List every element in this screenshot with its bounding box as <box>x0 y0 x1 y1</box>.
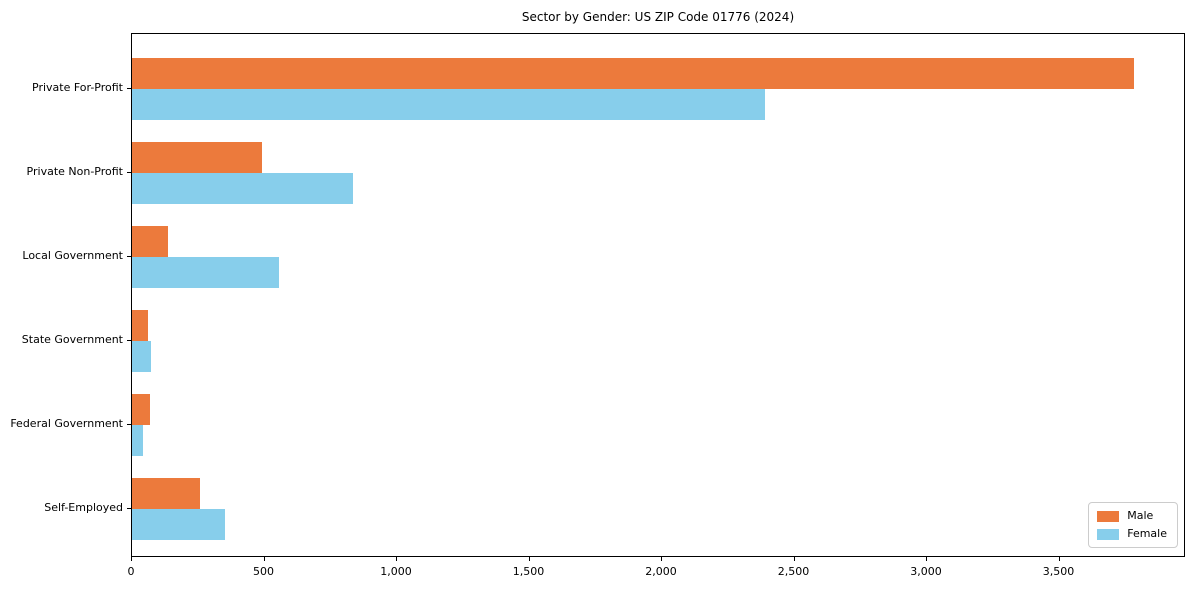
y-tick-label-private-for-profit: Private For-Profit <box>32 81 123 94</box>
y-tick-label-federal-government: Federal Government <box>10 417 123 430</box>
y-tick-mark <box>127 256 131 257</box>
legend-item-female: Female <box>1097 528 1167 540</box>
x-tick-mark <box>926 557 927 561</box>
bar-male-state-government <box>132 310 149 341</box>
bar-male-federal-government <box>132 394 150 425</box>
bar-male-private-non-profit <box>132 142 262 173</box>
y-tick-label-state-government: State Government <box>21 333 123 346</box>
x-tick-label-3-500: 3,500 <box>1042 565 1075 578</box>
x-tick-label-2-000: 2,000 <box>645 565 677 578</box>
plot-area: Male Female <box>131 33 1185 557</box>
y-tick-label-local-government: Local Government <box>22 249 123 262</box>
bar-male-private-for-profit <box>132 58 1134 89</box>
bar-female-private-non-profit <box>132 173 354 204</box>
x-tick-label-500: 500 <box>253 565 274 578</box>
legend: Male Female <box>1088 502 1178 548</box>
chart-title: Sector by Gender: US ZIP Code 01776 (202… <box>521 10 795 24</box>
y-tick-mark <box>127 508 131 509</box>
x-tick-mark <box>528 557 530 561</box>
legend-label-female: Female <box>1127 527 1167 540</box>
x-tick-mark <box>131 557 132 561</box>
y-tick-mark <box>127 340 131 341</box>
bar-female-self-employed <box>132 509 225 540</box>
x-tick-label-2-500: 2,500 <box>777 565 810 578</box>
bar-male-local-government <box>132 226 168 257</box>
x-tick-label-1-500: 1,500 <box>512 565 545 578</box>
legend-swatch-female <box>1097 528 1120 540</box>
bar-female-local-government <box>132 257 280 288</box>
legend-label-male: Male <box>1127 509 1154 522</box>
y-tick-mark <box>127 172 131 173</box>
bar-female-federal-government <box>132 425 144 456</box>
x-tick-label-1-000: 1,000 <box>380 565 412 578</box>
y-tick-mark <box>127 88 131 89</box>
x-tick-mark <box>1058 557 1060 561</box>
x-tick-mark <box>661 557 662 561</box>
x-tick-label-0: 0 <box>127 565 135 578</box>
x-tick-mark <box>396 557 397 561</box>
y-tick-label-self-employed: Self-Employed <box>44 501 123 514</box>
x-tick-mark <box>263 557 265 561</box>
bar-female-state-government <box>132 341 151 372</box>
y-tick-label-private-non-profit: Private Non-Profit <box>26 165 123 178</box>
bar-male-self-employed <box>132 478 201 509</box>
legend-item-male: Male <box>1097 510 1167 522</box>
bar-female-private-for-profit <box>132 89 766 120</box>
x-tick-label-3-000: 3,000 <box>910 565 942 578</box>
legend-swatch-male <box>1097 510 1120 522</box>
x-tick-mark <box>793 557 795 561</box>
y-tick-mark <box>127 424 131 425</box>
